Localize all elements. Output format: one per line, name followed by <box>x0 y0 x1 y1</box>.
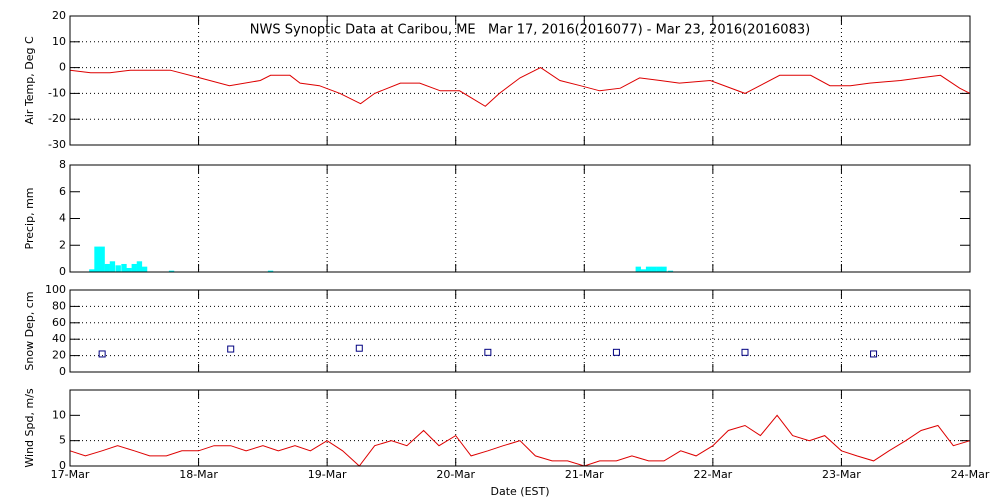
point <box>612 348 620 356</box>
y-tick-label: 40 <box>52 332 66 345</box>
y-tick-label: 80 <box>52 299 66 312</box>
plot-frame <box>69 164 971 273</box>
bar <box>645 266 652 272</box>
bar <box>121 263 127 272</box>
y-tick-label: 0 <box>59 265 66 278</box>
y-tick-label: 4 <box>59 212 66 225</box>
y-tick-label: 8 <box>59 158 66 171</box>
chart-title: NWS Synoptic Data at Caribou, ME Mar 17,… <box>250 23 810 38</box>
plot-frame <box>69 15 971 146</box>
y-axis-label: Air Temp, Deg C <box>23 36 36 125</box>
bar <box>89 269 95 272</box>
data-line <box>69 414 971 467</box>
y-tick-label: 0 <box>59 61 66 74</box>
x-tick-label: 20-Mar <box>436 468 475 481</box>
x-tick-label: 23-Mar <box>822 468 861 481</box>
y-axis-label: Wind Spd, m/s <box>23 388 36 468</box>
bar <box>661 266 667 272</box>
x-tick-label: 24-Mar <box>951 468 990 481</box>
plot-frame <box>69 289 971 373</box>
data-line <box>69 67 971 107</box>
y-tick-label: 0 <box>59 365 66 378</box>
bar <box>656 266 662 272</box>
x-tick-label: 21-Mar <box>565 468 604 481</box>
y-tick-label: 5 <box>59 434 66 447</box>
x-tick-label: 18-Mar <box>179 468 218 481</box>
bar <box>141 266 148 272</box>
x-axis-label: Date (EST) <box>490 485 549 498</box>
y-tick-label: 100 <box>45 283 66 296</box>
bar <box>168 270 175 272</box>
x-tick-label: 17-Mar <box>51 468 90 481</box>
bar <box>635 266 641 272</box>
x-tick-label: 19-Mar <box>308 468 347 481</box>
bar <box>651 266 657 272</box>
y-tick-label: -20 <box>48 112 66 125</box>
point <box>741 348 749 356</box>
bar <box>136 261 143 272</box>
bar <box>667 270 674 272</box>
y-axis-label: Snow Dep, cm <box>23 291 36 370</box>
bar <box>267 270 274 272</box>
point <box>227 345 235 353</box>
x-tick-label: 22-Mar <box>693 468 732 481</box>
bar <box>115 265 121 272</box>
bar <box>94 246 100 272</box>
bar <box>640 269 647 272</box>
y-tick-label: -10 <box>48 86 66 99</box>
bar <box>104 263 110 272</box>
y-tick-label: 60 <box>52 316 66 329</box>
point <box>98 350 106 358</box>
bar <box>99 246 105 272</box>
y-tick-label: 20 <box>52 349 66 362</box>
plot-frame <box>69 389 971 467</box>
bar <box>131 263 137 272</box>
y-tick-label: 6 <box>59 185 66 198</box>
y-tick-label: 2 <box>59 238 66 251</box>
y-tick-label: -30 <box>48 138 66 151</box>
point <box>484 348 492 356</box>
y-axis-label: Precip, mm <box>23 188 36 250</box>
bar <box>109 261 116 272</box>
point <box>870 350 878 358</box>
y-tick-label: 10 <box>52 35 66 48</box>
y-tick-label: 0 <box>59 459 66 472</box>
point <box>355 344 363 352</box>
y-tick-label: 20 <box>52 9 66 22</box>
y-tick-label: 10 <box>52 408 66 421</box>
bar <box>126 267 132 272</box>
